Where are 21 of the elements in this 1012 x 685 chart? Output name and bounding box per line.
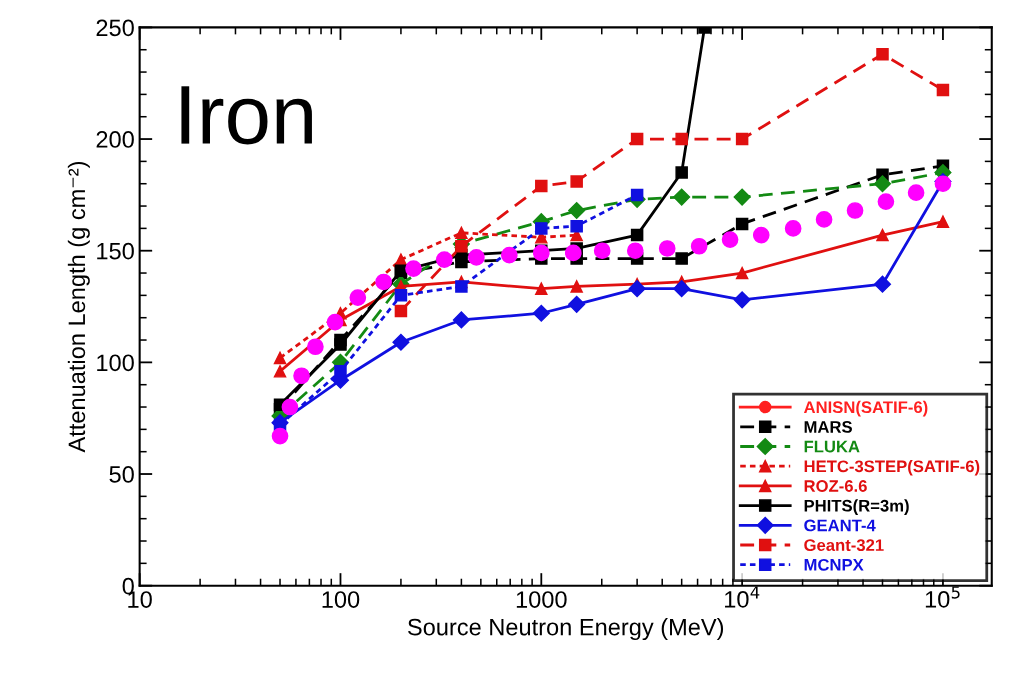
y-tick-label: 250	[96, 19, 134, 37]
legend-label: FLUKA	[804, 440, 860, 453]
x-axis-title: Source Neutron Energy (MeV)	[408, 618, 724, 641]
y-tick-label: 100	[97, 354, 134, 372]
legend-label: Geant-321	[804, 539, 884, 552]
y-tick-label: 50	[109, 466, 134, 483]
y-axis-title: Attenuation Length (g cm⁻²)	[67, 161, 90, 453]
x-tick-label: 10$^{4}$	[725, 586, 760, 608]
annotation: Iron	[181, 86, 312, 145]
y-tick-label: 150	[97, 242, 134, 260]
x-tick-label: 1000	[516, 591, 567, 608]
legend-label: PHITS(R=3m)	[804, 499, 909, 515]
y-tick-label: 200	[96, 131, 134, 148]
x-tick-label: 10$^{5}$	[925, 586, 960, 608]
legend-label: ROZ-6.6	[804, 480, 867, 492]
legend-label: MCNPX	[804, 558, 864, 571]
legend-label: ANISN(SATIF-6)	[803, 400, 928, 417]
legend-label: MARS	[804, 420, 852, 433]
legend-label: GEANT-4	[804, 519, 876, 532]
x-tick-label: 100	[322, 591, 360, 608]
legend-label: HETC-3STEP(SATIF-6)	[804, 459, 980, 476]
